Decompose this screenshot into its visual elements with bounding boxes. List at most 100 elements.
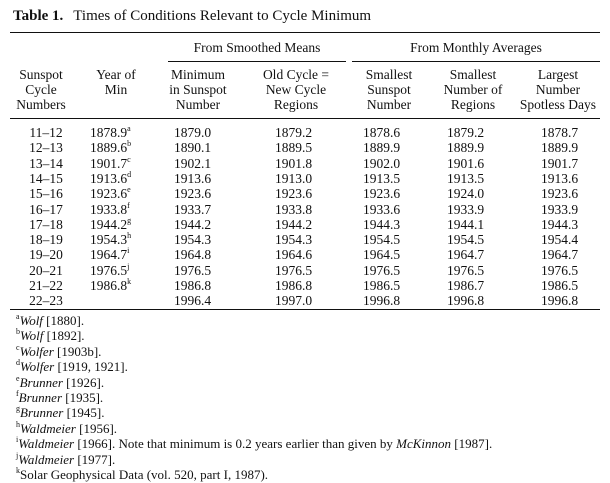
footnote-text: [1977]. [74,451,116,467]
min-sunspot-cell: 1964.8 [174,247,212,263]
min-sunspot-cell: 1986.8 [174,278,212,293]
smallest-regions-cell: 1901.6 [447,155,485,171]
year-cell: 1878.9 [90,125,128,140]
table-row: 13–14 1901.7c 1902.1 1901.8 1902.0 1901.6 1901… [0,154,610,171]
footnote-line: fBrunner [1935]. [16,388,492,405]
cycle-cell: 14–15 [29,170,63,186]
old-new-cell: 1913.0 [275,170,313,186]
footnote-line: bWolf [1892]. [16,327,492,344]
footnote-line: eBrunner [1926]. [16,373,492,390]
footnote-mark: b [16,327,20,337]
old-new-cell: 1879.2 [275,125,313,140]
year-cell: 1964.7 [90,247,128,263]
old-new-cell: 1964.6 [275,247,313,263]
table-row: 20–21 1976.5j 1976.5 1976.5 1976.5 1976.5 1976… [0,261,610,279]
header-rule [10,118,600,119]
footnote-mark: j [127,261,130,271]
col-header-smallest-regions: Smallest Number of Regions [443,67,503,112]
smallest-regions-cell: 1924.0 [447,186,485,202]
smallest-sunspot-cell: 1923.6 [363,186,401,202]
old-new-cell: 1923.6 [275,186,313,202]
old-new-cell: 1901.8 [275,155,313,171]
smallest-regions-cell: 1976.5 [447,262,485,278]
footnote-author: Wolf [19,313,43,328]
footnote-text: Solar Geophysical Data (vol. 520, part I… [20,466,269,482]
footnote-mark: d [16,358,20,368]
smallest-regions-cell: 1944.1 [447,216,485,232]
col-header-spotless-days: Largest Number Spotless Days [519,67,597,112]
footnote-text: [1966]. Note that minimum is 0.2 years e… [74,436,397,452]
smallest-sunspot-cell: 1933.6 [363,201,401,217]
footnote-line: cWolfer [1903b]. [16,343,492,359]
table-caption: Table 1. Times of Conditions Relevant to … [13,8,371,25]
smallest-sunspot-cell: 1976.5 [363,262,401,278]
spotless-days-cell: 1944.3 [541,216,579,232]
min-sunspot-cell: 1890.1 [174,140,212,156]
table-row: 12–13 1889.6b 1890.1 1889.5 1889.9 1889.9 1889… [0,140,610,156]
group-rule-smoothed [168,61,346,62]
year-cell-group: 1986.8k [90,278,131,294]
spotless-days-cell: 1976.5 [541,262,579,278]
footnote-text: [1880]. [42,313,85,328]
old-new-cell: 1944.2 [275,216,313,232]
smallest-sunspot-cell: 1964.5 [363,247,401,263]
year-cell: 1933.8 [90,201,128,217]
footnote-mark: d [127,169,132,179]
smallest-sunspot-cell: 1902.0 [363,155,401,171]
min-sunspot-cell: 1923.6 [174,186,212,202]
min-sunspot-cell: 1954.3 [174,232,212,248]
footnote-mark: e [16,373,20,383]
table-number: Table 1. [13,8,64,24]
footnote-mark: g [127,215,132,225]
year-cell: 1913.6 [90,170,128,186]
smallest-regions-cell: 1996.8 [447,293,485,309]
min-sunspot-cell: 1976.5 [174,262,212,278]
cycle-cell: 13–14 [29,155,63,171]
footnote-mark: i [127,246,130,256]
year-cell-group: 1913.6d [90,169,132,187]
footnote-text: [1892]. [43,328,85,344]
spotless-days-cell: 1923.6 [541,186,579,202]
footnote-line: aWolf [1880]. [16,313,492,329]
smallest-sunspot-cell: 1889.9 [363,140,401,156]
footnotes: aWolf [1880]. bWolf [1892]. cWolfer [1903b… [16,313,492,482]
footnote-mark: k [16,465,20,475]
footnote-mark: j [16,450,19,460]
smallest-sunspot-cell: 1954.5 [363,232,401,248]
spotless-days-cell: 1913.6 [541,170,579,186]
footnote-line: jWaldmeier [1977]. [16,450,492,467]
footnote-line: hWaldmeier [1956]. [16,419,492,436]
cycle-cell: 20–21 [29,262,63,278]
smallest-sunspot-cell: 1913.5 [363,170,401,186]
table-row: 11–12 1878.9a 1879.0 1879.2 1878.6 1879.2 1878… [0,124,610,141]
table-title: Times of Conditions Relevant to Cycle Mi… [73,8,372,24]
footnote-mark: f [16,388,19,398]
table-row: 17–18 1944.2g 1944.2 1944.2 1944.3 1944.1 1944… [0,215,610,232]
group-header-smoothed: From Smoothed Means [193,40,321,55]
footnote-author: Brunner [18,389,63,405]
spotless-days-cell: 1996.8 [541,293,579,309]
footnote-mark: a [127,124,131,133]
footnote-author: McKinnon [396,436,452,452]
footnote-author: Wolfer [19,343,54,359]
cycle-cell: 17–18 [29,216,63,232]
table-row: 16–17 1933.8f 1933.7 1933.8 1933.6 1933.9 1933… [0,201,610,217]
table-row: 19–20 1964.7i 1964.8 1964.6 1964.5 1964.7 1964… [0,247,610,263]
min-sunspot-cell: 1879.0 [174,125,212,140]
footnote-mark: c [127,154,131,164]
smallest-sunspot-cell: 1944.3 [363,216,401,232]
year-cell-group: 1976.5j [90,261,130,279]
year-cell-group: 1889.6b [90,140,131,156]
year-cell-group: 1964.7i [90,247,129,263]
table-row: 22–23 1996.4 1997.0 1996.8 1996.8 1996.8 [0,293,610,308]
footnote-author: Waldmeier [18,451,75,467]
cycle-cell: 16–17 [29,201,63,217]
table-row: 14–15 1913.6d 1913.6 1913.0 1913.5 1913.5 1913… [0,169,610,187]
col-header-year: Year of Min [96,67,136,97]
footnote-mark: b [127,139,132,149]
bottom-rule [10,309,600,310]
col-header-min-sunspot: Minimum in Sunspot Number [169,67,227,112]
footnote-text: [1935]. [62,389,104,405]
cycle-cell: 18–19 [29,232,63,248]
footnote-mark: h [16,419,20,429]
